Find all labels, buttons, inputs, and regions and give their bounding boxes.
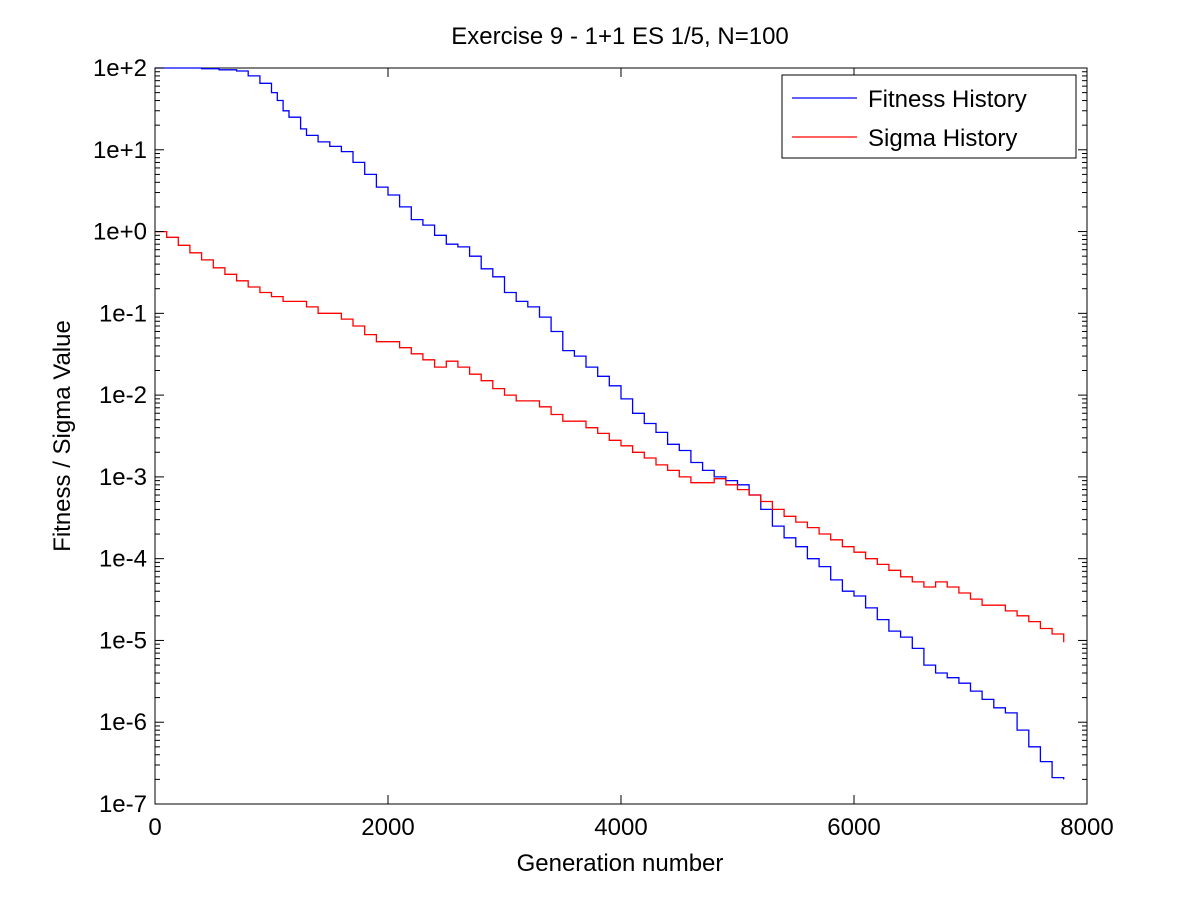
y-tick-label: 1e-1 xyxy=(99,300,147,327)
x-tick-label: 6000 xyxy=(827,814,880,841)
legend-label-sigma: Sigma History xyxy=(868,125,1017,152)
legend: Fitness History Sigma History xyxy=(781,74,1077,159)
y-tick-label: 1e-7 xyxy=(99,791,147,818)
y-tick-label: 1e-3 xyxy=(99,464,147,491)
y-axis-label: Fitness / Sigma Value xyxy=(49,320,76,552)
x-axis-label: Generation number xyxy=(517,850,724,877)
x-tick-label: 4000 xyxy=(594,814,647,841)
x-tick-label: 0 xyxy=(148,814,161,841)
y-tick-label: 1e-2 xyxy=(99,382,147,409)
y-tick-label: 1e+0 xyxy=(93,219,147,246)
series-line-sigma xyxy=(155,230,1065,643)
plot-area: 0 2000 4000 6000 8000 1e-71e-61e-51e-41e-31e… xyxy=(93,55,1114,841)
y-tick-label: 1e-5 xyxy=(99,627,147,654)
y-tick-label: 1e-6 xyxy=(99,709,147,736)
y-axis-ticks: 1e-7 1e-6 1e-5 1e-4 1e-3 1e-2 1e-1 1e+0 1e+1 1e+2 xyxy=(93,55,1087,818)
series-layer xyxy=(155,67,1065,780)
y-tick-label: 1e+2 xyxy=(93,55,147,82)
legend-label-fitness: Fitness History xyxy=(868,86,1027,113)
x-axis-ticks: 0 2000 4000 6000 8000 xyxy=(148,68,1114,841)
y-tick-label: 1e+1 xyxy=(93,137,147,164)
chart-title: Exercise 9 - 1+1 ES 1/5, N=100 xyxy=(451,23,789,50)
x-tick-label: 8000 xyxy=(1060,814,1113,841)
legend-box xyxy=(781,74,1077,159)
series-line-fitness xyxy=(155,67,1065,780)
x-tick-label: 2000 xyxy=(361,814,414,841)
y-tick-label: 1e-4 xyxy=(99,546,147,573)
